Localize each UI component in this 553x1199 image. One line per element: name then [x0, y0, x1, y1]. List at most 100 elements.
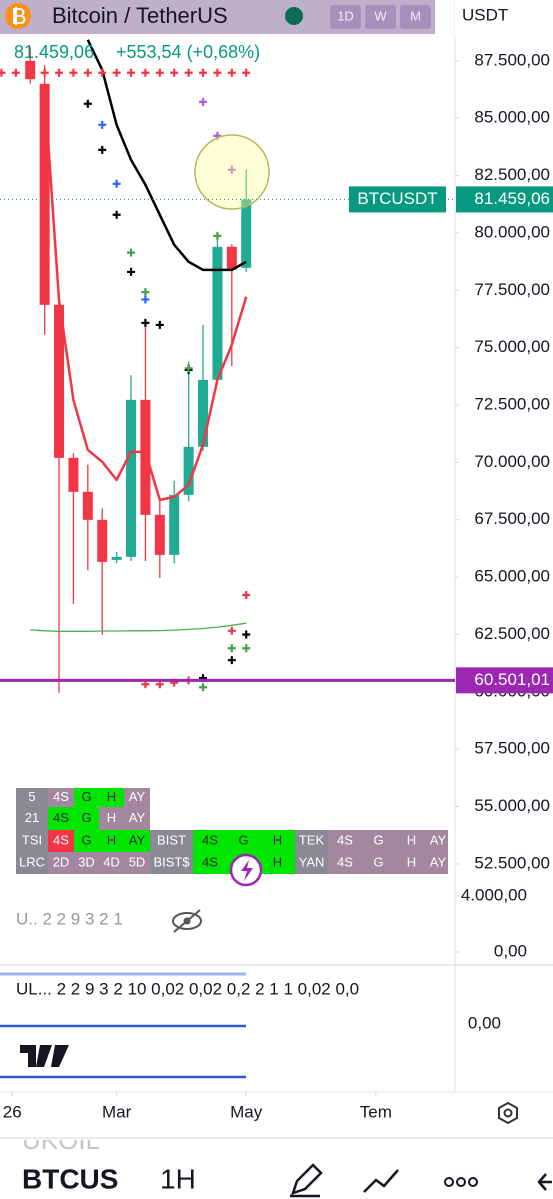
cross-marker [141, 318, 150, 327]
candle-body [82, 491, 93, 520]
cross-marker [242, 644, 251, 653]
cross-marker [227, 626, 236, 635]
table-cell-text: H [273, 854, 282, 869]
indicator-line [43, 89, 248, 502]
line-tool-button[interactable] [363, 1169, 399, 1193]
dot [444, 1177, 454, 1187]
table-cell [227, 830, 260, 852]
cross-marker [227, 68, 236, 77]
interval-label: W [374, 8, 387, 23]
table-cell-text: AY [129, 789, 146, 804]
draw-tool-button[interactable] [290, 1163, 323, 1198]
cross-marker [127, 68, 136, 77]
y-tick-label: 87.500,00 [474, 50, 550, 69]
indicator-1-axis: 4.000,00 0,00 [455, 886, 527, 960]
table-cell-text: G [373, 854, 383, 869]
candle-body [226, 246, 237, 270]
y-tick-label: 0,00 [494, 941, 527, 960]
currency[interactable]: USDT [462, 5, 508, 24]
cross-marker [112, 179, 121, 188]
table-cell [193, 830, 227, 852]
cross-marker [213, 231, 222, 240]
table-cell [260, 830, 295, 852]
cross-marker [199, 97, 208, 106]
cross-marker [98, 68, 107, 77]
cross-marker [26, 68, 35, 77]
y-tick-label: 52.500,00 [474, 853, 550, 872]
settings-button[interactable] [498, 1101, 518, 1125]
candle-body [212, 246, 223, 380]
candle-body [126, 399, 137, 557]
indicator-line [30, 622, 247, 632]
symbol-title[interactable]: Bitcoin / TetherUS [52, 3, 228, 28]
candle-body [183, 446, 194, 495]
table-cell [124, 852, 150, 874]
cross-marker [184, 68, 193, 77]
y-tick-label: 0,00 [468, 1013, 501, 1032]
table-cell [150, 852, 193, 874]
price-tag [456, 186, 553, 213]
cross-marker [170, 68, 179, 77]
y-tick-label: 72.500,00 [474, 394, 550, 413]
price-change: +553,54 (+0,68%) [116, 42, 260, 62]
candle-body [140, 399, 151, 515]
table-cell-text: 4S [337, 832, 353, 847]
pencil-icon [290, 1163, 323, 1198]
cross-marker [213, 68, 222, 77]
cross-marker [227, 165, 236, 174]
table-cell-text: YAN [299, 854, 325, 869]
table-cell-text: 2D [53, 854, 70, 869]
indicator-line [86, 39, 247, 272]
table-cell-text: G [81, 789, 91, 804]
table-cell-text: H [407, 832, 416, 847]
cross-marker [83, 68, 92, 77]
bottom-interval[interactable]: 1H [160, 1163, 196, 1194]
interval-label: M [410, 8, 421, 23]
table-cell [99, 807, 124, 830]
line-tool-icon [363, 1169, 399, 1193]
cross-marker [112, 210, 121, 219]
table-cell-text: H [107, 810, 116, 825]
table-cell-text: G [81, 832, 91, 847]
table-cell-text: 4S [337, 854, 353, 869]
table-cell [16, 788, 48, 807]
back-button[interactable] [537, 1173, 552, 1191]
y-tick-label: 85.000,00 [474, 108, 550, 127]
table-cell [428, 830, 448, 852]
interval-button[interactable] [330, 5, 361, 29]
table-cell [16, 852, 48, 874]
cross-marker [141, 288, 150, 297]
indicator-1-label: U.. 2 2 9 3 2 1 [16, 909, 123, 928]
table-cell [193, 852, 227, 874]
table-cell-text: G [238, 832, 248, 847]
visibility-toggle[interactable] [172, 909, 202, 933]
interval-button[interactable] [365, 5, 396, 29]
cross-marker [141, 295, 150, 304]
bottom-symbol[interactable]: BTCUS [22, 1163, 118, 1194]
table-cell-text: BIST [157, 832, 186, 847]
cross-marker [55, 68, 64, 77]
symbol-fade [126, 1162, 156, 1199]
table-cell-text: AY [129, 810, 146, 825]
table-cell [362, 852, 395, 874]
table-cell [74, 830, 99, 852]
interval-button[interactable] [400, 5, 431, 29]
y-tick-label: 55.000,00 [474, 796, 550, 815]
previous-symbol[interactable]: UKOIL [22, 1125, 100, 1155]
table-cell-text: BIST$ [153, 854, 190, 869]
y-tick-label: 77.500,00 [474, 280, 550, 299]
table-cell [16, 830, 48, 852]
x-tick-label: Tem [360, 1102, 392, 1121]
table-cell-text: 5D [129, 854, 146, 869]
table-cell [48, 852, 74, 874]
price-tag [456, 667, 553, 694]
highlight-circle [194, 134, 270, 210]
table-cell-text: 4S [202, 854, 218, 869]
table-cell [74, 807, 99, 830]
cross-marker [227, 644, 236, 653]
header-bar [0, 0, 435, 34]
more-button[interactable] [444, 1177, 478, 1187]
y-tick-label: 65.000,00 [474, 567, 550, 586]
table-cell [124, 788, 150, 807]
